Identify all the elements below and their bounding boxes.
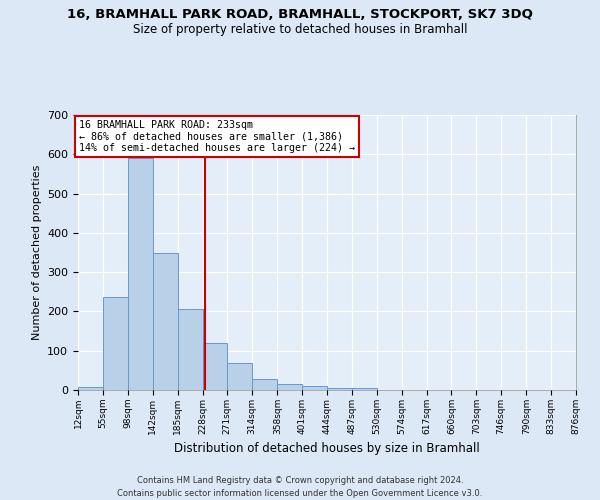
Bar [178, 309, 203, 390]
Bar [327, 388, 352, 390]
X-axis label: Distribution of detached houses by size in Bramhall: Distribution of detached houses by size … [174, 442, 480, 456]
Y-axis label: Number of detached properties: Number of detached properties [32, 165, 41, 340]
Bar [352, 388, 377, 390]
Text: 16 BRAMHALL PARK ROAD: 233sqm
← 86% of detached houses are smaller (1,386)
14% o: 16 BRAMHALL PARK ROAD: 233sqm ← 86% of d… [79, 120, 355, 153]
Bar [302, 386, 327, 390]
Bar [203, 343, 227, 390]
Bar [153, 252, 178, 390]
Bar [227, 362, 252, 390]
Text: Contains HM Land Registry data © Crown copyright and database right 2024.: Contains HM Land Registry data © Crown c… [137, 476, 463, 485]
Bar [103, 296, 128, 390]
Text: 16, BRAMHALL PARK ROAD, BRAMHALL, STOCKPORT, SK7 3DQ: 16, BRAMHALL PARK ROAD, BRAMHALL, STOCKP… [67, 8, 533, 20]
Bar [252, 380, 277, 390]
Bar [78, 387, 103, 390]
Bar [128, 158, 153, 390]
Bar [277, 384, 302, 390]
Text: Size of property relative to detached houses in Bramhall: Size of property relative to detached ho… [133, 22, 467, 36]
Text: Contains public sector information licensed under the Open Government Licence v3: Contains public sector information licen… [118, 489, 482, 498]
